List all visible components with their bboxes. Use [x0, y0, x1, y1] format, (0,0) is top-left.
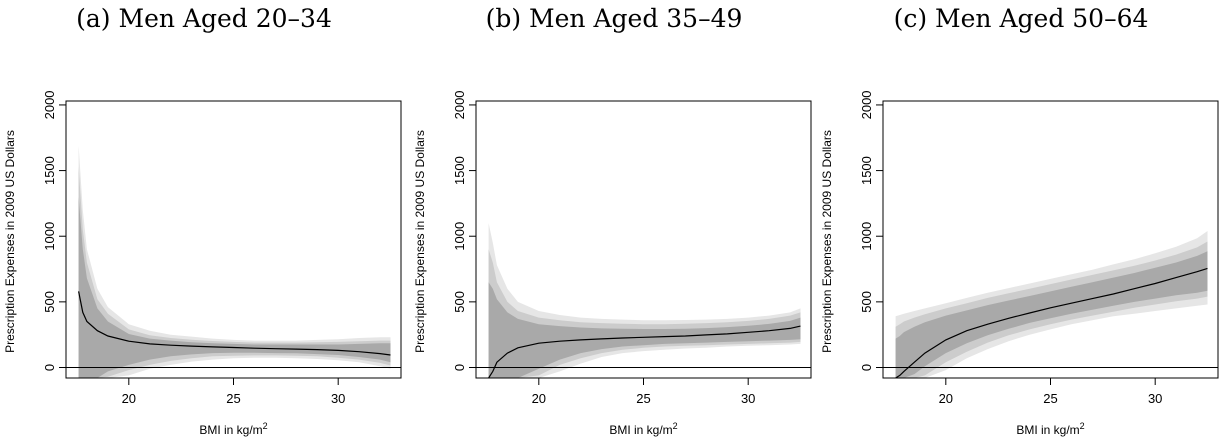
- plot-area: [476, 223, 811, 378]
- x-axis-label: BMI in kg/m2: [1016, 421, 1084, 437]
- y-tick-label: 1500: [859, 156, 874, 185]
- y-tick-label: 2000: [452, 90, 467, 119]
- y-tick-label: 1500: [452, 156, 467, 185]
- plot-area: [66, 145, 401, 378]
- x-axis-label: BMI in kg/m2: [609, 421, 677, 437]
- x-tick-label: 30: [331, 391, 345, 406]
- x-tick-label: 25: [226, 391, 240, 406]
- y-tick-label: 500: [452, 291, 467, 313]
- y-tick-label: 2000: [42, 90, 57, 119]
- y-tick-label: 1000: [452, 222, 467, 251]
- x-tick-label: 20: [532, 391, 546, 406]
- y-axis-label: Prescription Expenses in 2009 US Dollars: [3, 130, 17, 353]
- y-tick-label: 1000: [859, 222, 874, 251]
- x-tick-label: 30: [741, 391, 755, 406]
- y-tick-label: 0: [42, 364, 57, 371]
- chart-a: 0 500 1000 1500 2000 20 25 30 BMI in kg/m2 Prescr…: [3, 90, 402, 437]
- confidence-band-3: [895, 251, 1208, 378]
- panel-title: (c) Men Aged 50–64: [893, 4, 1149, 33]
- y-tick-label: 1500: [42, 156, 57, 185]
- x-tick-label: 30: [1148, 391, 1162, 406]
- x-tick-label: 25: [636, 391, 650, 406]
- panel-c: (c) Men Aged 50–64 0 500 1000 1500 2000 20 25 3…: [817, 0, 1225, 440]
- confidence-band-3: [78, 196, 391, 378]
- panel-a: (a) Men Aged 20–34 0 500 1000 1500 2000 20 25 3…: [0, 0, 408, 440]
- y-axis-label: Prescription Expenses in 2009 US Dollars: [413, 130, 427, 353]
- estimate-line: [488, 325, 801, 378]
- x-axis-label: BMI in kg/m2: [199, 421, 267, 437]
- chart-b: 0 500 1000 1500 2000 20 25 30 BMI in kg/m2 Prescr…: [413, 90, 812, 437]
- confidence-band-3: [488, 282, 801, 378]
- y-axis-label: Prescription Expenses in 2009 US Dollars: [820, 130, 834, 353]
- y-tick-label: 2000: [859, 90, 874, 119]
- chart-c: 0 500 1000 1500 2000 20 25 30 BMI in kg/m2 Prescr…: [820, 90, 1219, 437]
- plot-area: [883, 231, 1218, 378]
- x-tick-label: 20: [122, 391, 136, 406]
- x-tick-label: 25: [1043, 391, 1057, 406]
- y-tick-label: 1000: [42, 222, 57, 251]
- estimate-line: [895, 267, 1208, 378]
- panel-title: (b) Men Aged 35–49: [485, 4, 743, 33]
- y-tick-label: 0: [859, 364, 874, 371]
- panel-title: (a) Men Aged 20–34: [76, 4, 332, 33]
- y-tick-label: 0: [452, 364, 467, 371]
- panel-b: (b) Men Aged 35–49 0 500 1000 1500 2000 20 25 3…: [410, 0, 818, 440]
- x-tick-label: 20: [939, 391, 953, 406]
- y-tick-label: 500: [859, 291, 874, 313]
- estimate-line: [78, 291, 391, 356]
- y-tick-label: 500: [42, 291, 57, 313]
